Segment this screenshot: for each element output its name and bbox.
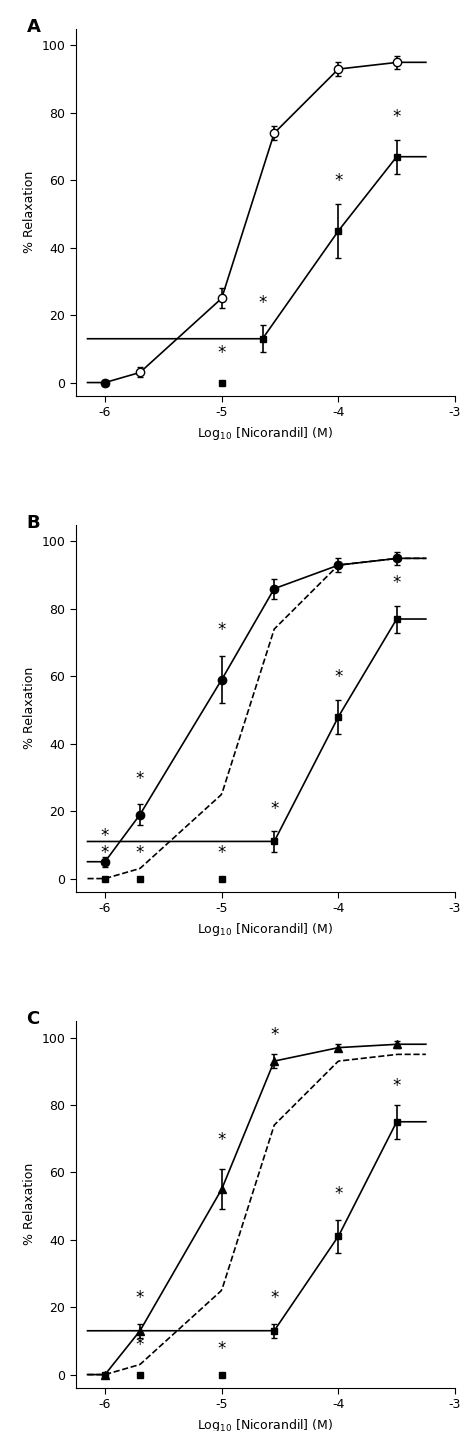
Text: B: B bbox=[27, 514, 40, 531]
Text: *: * bbox=[101, 844, 109, 861]
Y-axis label: % Relaxation: % Relaxation bbox=[23, 1163, 36, 1245]
Text: *: * bbox=[101, 827, 109, 844]
Text: *: * bbox=[392, 1076, 401, 1095]
Text: *: * bbox=[258, 293, 267, 312]
Text: A: A bbox=[27, 17, 40, 36]
X-axis label: Log$_{10}$ [Nicorandil] (M): Log$_{10}$ [Nicorandil] (M) bbox=[197, 922, 334, 939]
X-axis label: Log$_{10}$ [Nicorandil] (M): Log$_{10}$ [Nicorandil] (M) bbox=[197, 425, 334, 442]
X-axis label: Log$_{10}$ [Nicorandil] (M): Log$_{10}$ [Nicorandil] (M) bbox=[197, 1417, 334, 1431]
Text: *: * bbox=[136, 1289, 144, 1307]
Text: *: * bbox=[334, 172, 343, 190]
Text: *: * bbox=[136, 1337, 144, 1354]
Y-axis label: % Relaxation: % Relaxation bbox=[23, 172, 36, 253]
Text: *: * bbox=[392, 574, 401, 592]
Text: *: * bbox=[334, 1185, 343, 1202]
Text: *: * bbox=[218, 621, 226, 640]
Text: *: * bbox=[218, 844, 226, 861]
Text: *: * bbox=[334, 668, 343, 687]
Text: *: * bbox=[218, 1130, 226, 1149]
Text: C: C bbox=[27, 1010, 40, 1027]
Text: *: * bbox=[218, 345, 226, 362]
Text: *: * bbox=[218, 1339, 226, 1358]
Text: *: * bbox=[270, 800, 278, 819]
Text: *: * bbox=[136, 844, 144, 861]
Text: *: * bbox=[136, 770, 144, 787]
Text: *: * bbox=[392, 109, 401, 126]
Text: *: * bbox=[270, 1026, 278, 1045]
Y-axis label: % Relaxation: % Relaxation bbox=[23, 667, 36, 750]
Text: *: * bbox=[270, 1289, 278, 1307]
